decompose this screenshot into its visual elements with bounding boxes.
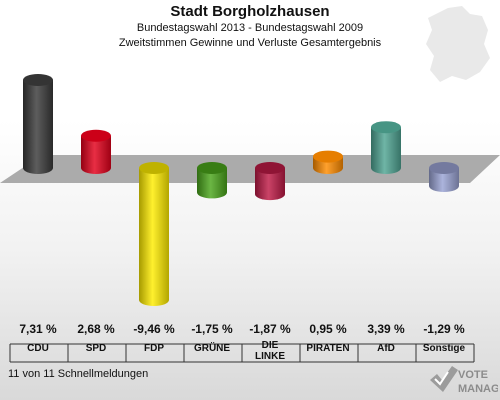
logo-text-manager: MANAGER	[458, 383, 498, 395]
chart-title: Stadt Borgholzhausen	[170, 3, 330, 20]
category-label: AfD	[377, 343, 395, 354]
value-label: 2,68 %	[77, 322, 115, 336]
category-label: PIRATEN	[306, 343, 349, 354]
chart-subtitle: Bundestagswahl 2013 - Bundestagswahl 200…	[136, 22, 364, 34]
zero-plane	[0, 155, 500, 183]
bar-grüne	[197, 162, 227, 199]
category-label: DIE	[262, 340, 279, 351]
bar-piraten	[313, 150, 343, 174]
bar-die-linke	[255, 162, 285, 201]
bar-cdu	[23, 74, 53, 174]
bar-spd	[81, 129, 111, 174]
category-label: Sonstige	[423, 343, 466, 354]
logo-text-vote: VOTE	[458, 369, 488, 381]
vote-manager-logo: VOTE MANAGER	[430, 366, 498, 395]
category-label: LINKE	[255, 351, 285, 362]
value-label: -1,75 %	[191, 322, 233, 336]
chart-description: Zweitstimmen Gewinne und Verluste Gesamt…	[118, 37, 382, 49]
report-status: 11 von 11 Schnellmeldungen	[8, 368, 149, 380]
value-label: 3,39 %	[367, 322, 405, 336]
category-label: SPD	[86, 343, 107, 354]
value-label: 0,95 %	[309, 322, 347, 336]
value-label: 7,31 %	[19, 322, 57, 336]
category-label: GRÜNE	[194, 341, 230, 354]
value-label: -1,87 %	[249, 322, 291, 336]
value-label: -1,29 %	[423, 322, 465, 336]
value-label: -9,46 %	[133, 322, 175, 336]
bar-sonstige	[429, 162, 459, 192]
category-label: FDP	[144, 343, 164, 354]
category-label: CDU	[27, 343, 49, 354]
checkmark-icon	[430, 366, 458, 392]
bar-fdp	[139, 162, 169, 306]
germany-map-silhouette	[426, 6, 490, 82]
bar-afd	[371, 121, 401, 174]
